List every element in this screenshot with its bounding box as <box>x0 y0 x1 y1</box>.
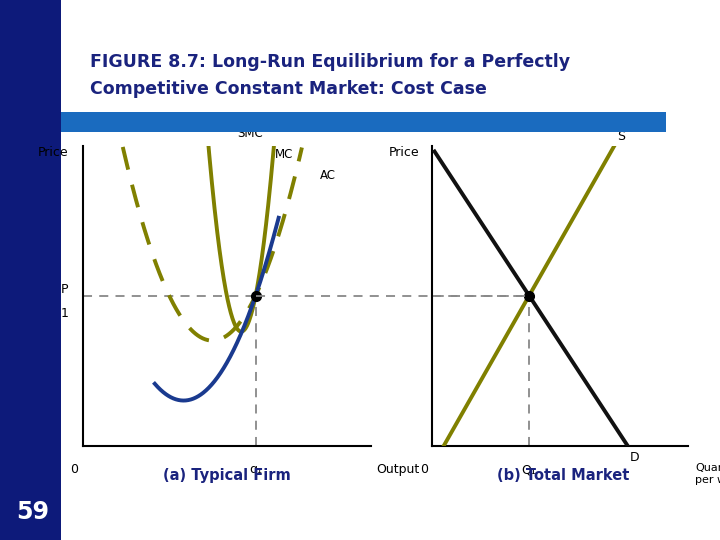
Text: D: D <box>630 451 639 464</box>
Text: (b) Total Market: (b) Total Market <box>497 468 629 483</box>
Text: Q₁: Q₁ <box>522 463 536 476</box>
Text: (a) Typical Firm: (a) Typical Firm <box>163 468 291 483</box>
Text: 0: 0 <box>70 463 78 476</box>
Text: Output: Output <box>377 463 420 476</box>
Text: S: S <box>617 130 625 143</box>
Text: FIGURE 8.7: Long-Run Equilibrium for a Perfectly: FIGURE 8.7: Long-Run Equilibrium for a P… <box>90 53 570 71</box>
Text: Competitive Constant Market: Cost Case: Competitive Constant Market: Cost Case <box>90 80 487 98</box>
Text: P: P <box>61 282 68 296</box>
Text: Price: Price <box>389 146 419 159</box>
Text: 1: 1 <box>60 307 68 320</box>
Text: SMC: SMC <box>237 127 263 140</box>
Text: Quantity
per week: Quantity per week <box>696 463 720 485</box>
Text: 59: 59 <box>16 500 49 524</box>
Text: AC: AC <box>320 169 336 182</box>
Text: Price: Price <box>37 146 68 159</box>
Text: MC: MC <box>275 148 294 161</box>
Text: 0: 0 <box>420 463 428 476</box>
Text: q₁: q₁ <box>249 463 262 476</box>
